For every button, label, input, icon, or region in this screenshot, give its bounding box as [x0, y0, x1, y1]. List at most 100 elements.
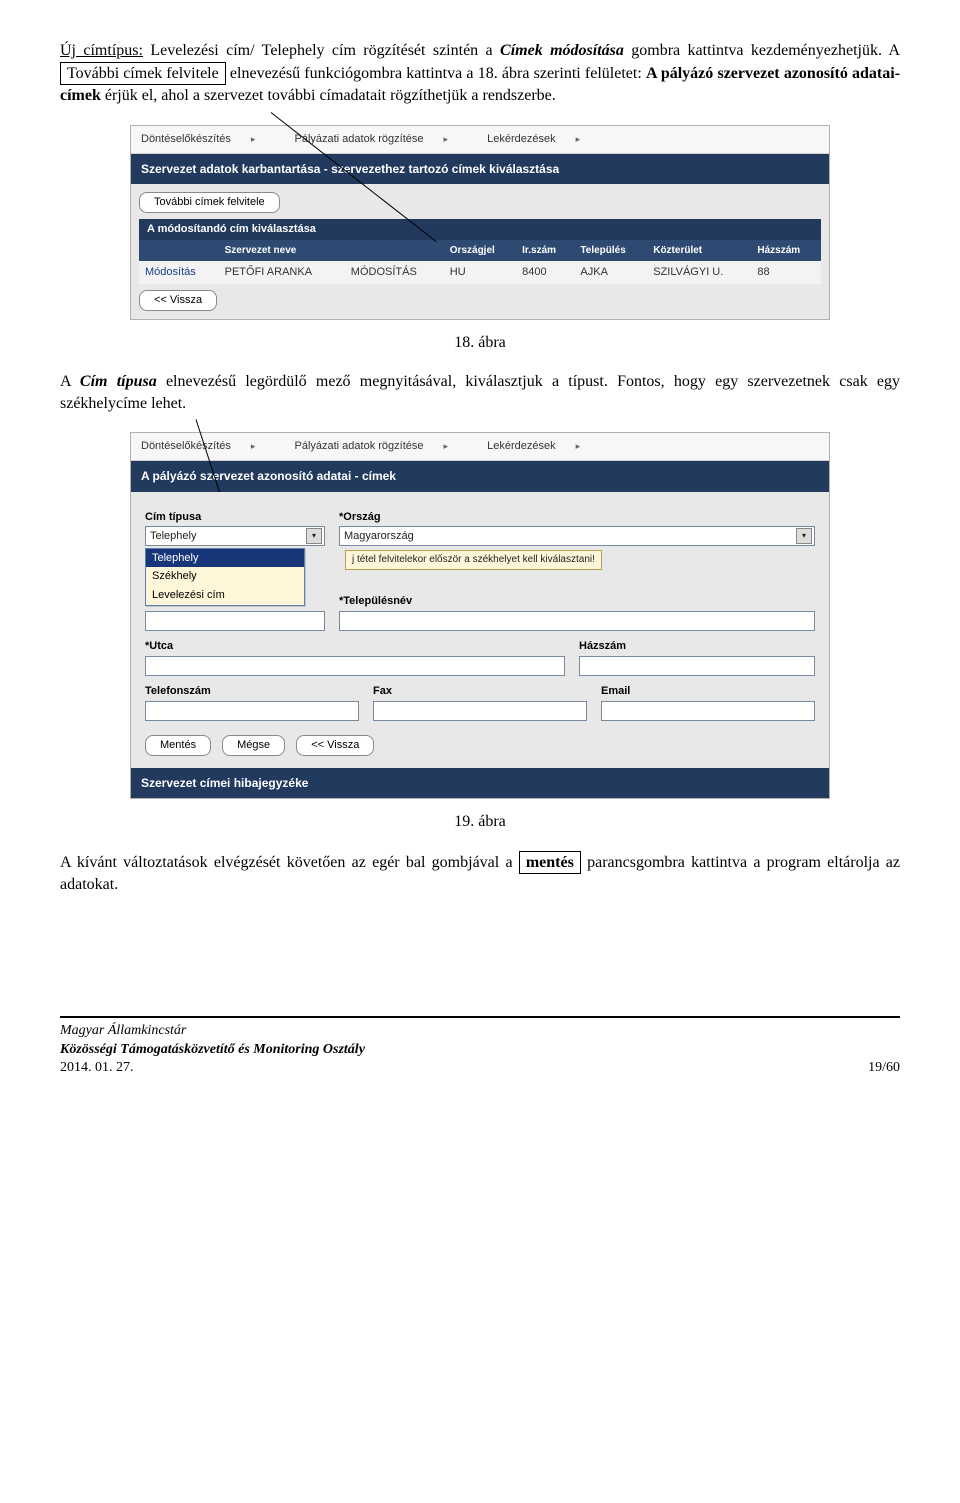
cell-telepules: AJKA — [574, 261, 647, 284]
col-blank — [345, 240, 444, 262]
cell-mod: MÓDOSÍTÁS — [345, 261, 444, 284]
menu-label: Pályázati adatok rögzítése — [294, 440, 423, 452]
label-fax: Fax — [373, 684, 587, 699]
text: elnevezésű funkciógombra kattintva a 18.… — [230, 65, 646, 82]
form-row-1: Cím típusa Telephely ▾ Telephely Székhel… — [145, 510, 815, 547]
cell-irszam: 8400 — [516, 261, 574, 284]
page-footer: Magyar Államkincstár Közösségi Támogatás… — [60, 1016, 900, 1079]
select-orszag[interactable]: Magyarország ▾ — [339, 526, 815, 546]
figure-caption-19: 19. ábra — [60, 811, 900, 833]
cell-szervezet: PETŐFI ARANKA — [219, 261, 345, 284]
text: érjük el, ahol a szervezet további címad… — [105, 87, 556, 104]
cell-kozterulet: SZILVÁGYI U. — [647, 261, 751, 284]
address-table: Szervezet neve Országjel Ir.szám Települ… — [139, 240, 821, 284]
text: A — [60, 373, 80, 390]
input-hazszam[interactable] — [579, 656, 815, 676]
cell-hazszam: 88 — [751, 261, 821, 284]
text-cimek-mod: Címek módosítása — [500, 42, 624, 59]
chevron-right-icon: ▸ — [251, 441, 256, 451]
label-orszag: *Ország — [339, 510, 815, 525]
screenshot-19: Döntéselőkészítés ▸ Pályázati adatok rögz… — [130, 432, 830, 798]
figure-caption-18: 18. ábra — [60, 332, 900, 354]
text: gombra kattintva kezdeményezhetjük. A — [631, 42, 900, 59]
menu-label: Döntéselőkészítés — [141, 440, 231, 452]
menu-item[interactable]: Döntéselőkészítés ▸ — [141, 133, 273, 145]
input-telepules[interactable] — [339, 611, 815, 631]
footer-line-1: Magyar Államkincstár — [60, 1022, 900, 1041]
back-button[interactable]: << Vissza — [139, 290, 217, 311]
menu-item[interactable]: Lekérdezések ▸ — [487, 440, 598, 452]
option-telephely[interactable]: Telephely — [146, 549, 304, 568]
col-szervezet: Szervezet neve — [219, 240, 345, 262]
chevron-right-icon: ▸ — [576, 134, 581, 144]
form-panel: Cím típusa Telephely ▾ Telephely Székhel… — [131, 492, 829, 798]
option-szekhely[interactable]: Székhely — [146, 567, 304, 586]
paragraph-1: Új címtípus: Levelezési cím/ Telephely c… — [60, 40, 900, 107]
section-subtitle: A módosítandó cím kiválasztása — [139, 219, 821, 240]
input-utca[interactable] — [145, 656, 565, 676]
chevron-right-icon: ▸ — [576, 441, 581, 451]
paragraph-3: A kívánt változtatások elvégzését követő… — [60, 851, 900, 896]
panel-title: A pályázó szervezet azonosító adatai - c… — [131, 461, 829, 491]
panel-body: További címek felvitele A módosítandó cí… — [131, 184, 829, 319]
chevron-right-icon: ▸ — [444, 441, 449, 451]
col-hazszam: Házszám — [751, 240, 821, 262]
text-cim-tipusa: Cím típusa — [80, 373, 157, 390]
select-cim-tipusa[interactable]: Telephely ▾ — [145, 526, 325, 546]
table-header-row: Szervezet neve Országjel Ir.szám Települ… — [139, 240, 821, 262]
label-utca: *Utca — [145, 639, 565, 654]
label-cim-tipusa: Cím típusa — [145, 510, 325, 525]
menu-item[interactable]: Döntéselőkészítés ▸ — [141, 440, 273, 452]
menu-label: Lekérdezések — [487, 133, 556, 145]
button-ref-mentes: mentés — [519, 851, 581, 875]
col-action — [139, 240, 219, 262]
menu-item[interactable]: Pályázati adatok rögzítése ▸ — [294, 440, 466, 452]
label-email: Email — [601, 684, 815, 699]
form-row-3: *Utca Házszám — [145, 639, 815, 676]
menu-label: Pályázati adatok rögzítése — [294, 133, 423, 145]
input-email[interactable] — [601, 701, 815, 721]
label-telefon: Telefonszám — [145, 684, 359, 699]
cancel-button[interactable]: Mégse — [222, 735, 285, 756]
option-levelezesi[interactable]: Levelezési cím — [146, 586, 304, 605]
menu-item[interactable]: Lekérdezések ▸ — [487, 133, 598, 145]
chevron-right-icon: ▸ — [444, 134, 449, 144]
hint-tooltip: j tétel felvitelekor először a székhelye… — [345, 550, 602, 570]
menubar: Döntéselőkészítés ▸ Pályázati adatok rögz… — [131, 126, 829, 154]
input-irszam[interactable] — [145, 611, 325, 631]
label-hazszam: Házszám — [579, 639, 815, 654]
menu-label: Lekérdezések — [487, 440, 556, 452]
panel-title: Szervezet adatok karbantartása - szervez… — [131, 154, 829, 184]
text: elnevezésű legördülő mező megnyitásával,… — [60, 373, 900, 412]
save-button[interactable]: Mentés — [145, 735, 211, 756]
button-tovabbi-cimek[interactable]: További címek felvitele — [139, 192, 280, 213]
chevron-down-icon: ▾ — [306, 528, 322, 544]
label-telepules: *Településnév — [339, 594, 815, 609]
table-row[interactable]: Módosítás PETŐFI ARANKA MÓDOSÍTÁS HU 840… — [139, 261, 821, 284]
paragraph-2: A Cím típusa elnevezésű legördülő mező m… — [60, 371, 900, 414]
menu-label: Döntéselőkészítés — [141, 133, 231, 145]
form-row-4: Telefonszám Fax Email — [145, 684, 815, 721]
menu-item[interactable]: Pályázati adatok rögzítése ▸ — [294, 133, 466, 145]
col-telepules: Település — [574, 240, 647, 262]
col-irszam: Ir.szám — [516, 240, 574, 262]
screenshot-18: Döntéselőkészítés ▸ Pályázati adatok rögz… — [130, 125, 830, 320]
button-ref-tovabbi: További címek felvitele — [60, 62, 226, 86]
chevron-right-icon: ▸ — [251, 134, 256, 144]
text: Levelezési cím/ Telephely cím rögzítését… — [150, 42, 500, 59]
chevron-down-icon: ▾ — [796, 528, 812, 544]
input-telefon[interactable] — [145, 701, 359, 721]
button-row: Mentés Mégse << Vissza — [145, 735, 815, 756]
select-value: Magyarország — [344, 529, 414, 544]
footer-date: 2014. 01. 27. — [60, 1060, 134, 1075]
dropdown-cim-tipusa[interactable]: Telephely Székhely Levelezési cím — [145, 548, 305, 607]
back-button[interactable]: << Vissza — [296, 735, 374, 756]
col-orszagjel: Országjel — [444, 240, 516, 262]
cell-modositas-link[interactable]: Módosítás — [139, 261, 219, 284]
input-fax[interactable] — [373, 701, 587, 721]
cell-orszagjel: HU — [444, 261, 516, 284]
text-new-addrtype: Új címtípus: — [60, 42, 143, 59]
select-value: Telephely — [150, 529, 196, 544]
menubar: Döntéselőkészítés ▸ Pályázati adatok rögz… — [131, 433, 829, 461]
col-kozterulet: Közterület — [647, 240, 751, 262]
